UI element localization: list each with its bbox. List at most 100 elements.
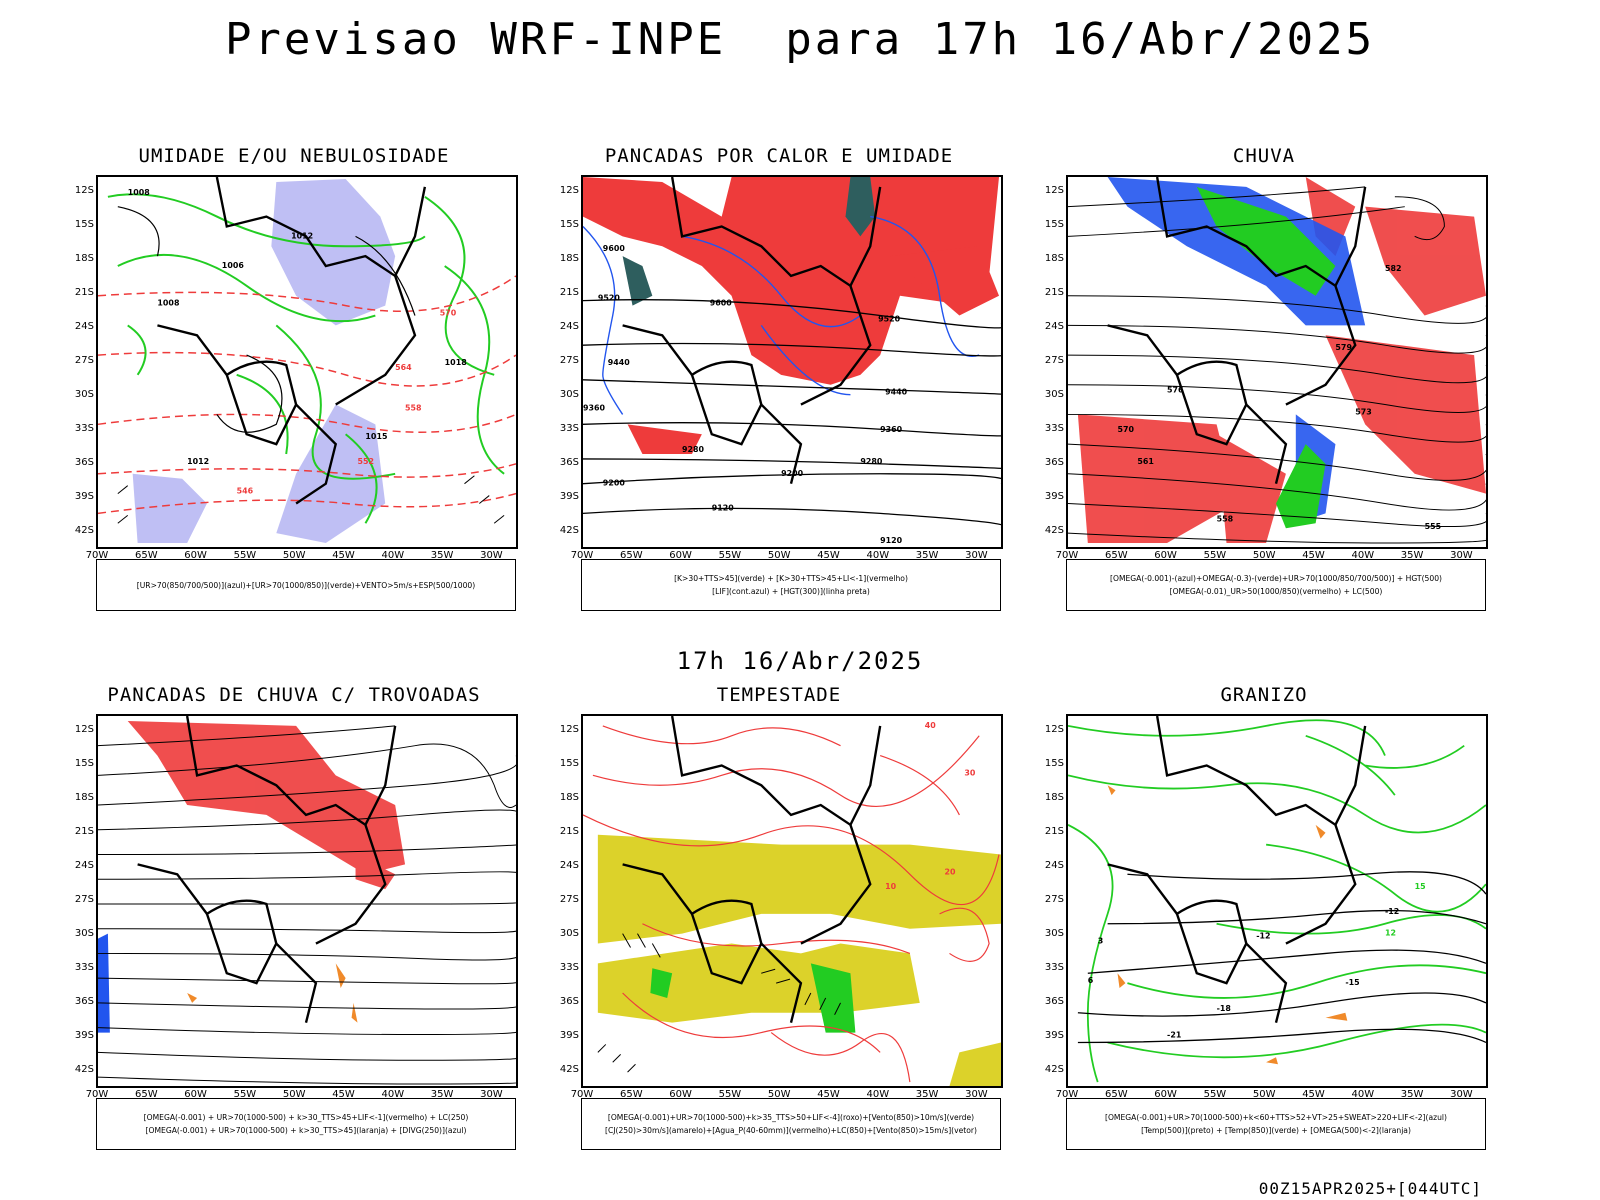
svg-text:576: 576: [1167, 386, 1184, 395]
lat-tick-label: 33S: [1044, 962, 1064, 973]
lat-tick-label: 39S: [74, 1030, 94, 1041]
lat-tick-label: 21S: [559, 826, 579, 837]
lat-tick-label: 12S: [1044, 724, 1064, 735]
contour-label: 1015: [365, 432, 387, 441]
lat-tick-label: 42S: [74, 525, 94, 536]
legend: [OMEGA(-0.001)-(azul)+OMEGA(-0.3)-(verde…: [1066, 559, 1486, 611]
lat-tick-label: 39S: [1044, 491, 1064, 502]
svg-text:570: 570: [1118, 425, 1135, 434]
svg-text:15: 15: [1415, 882, 1426, 891]
lon-tick-label: 45W: [817, 1089, 840, 1100]
country-borders: [157, 177, 427, 505]
lat-tick-label: 30S: [559, 928, 579, 939]
lon-tick-label: 35W: [1400, 1089, 1424, 1100]
map-rain: 582 579 576 573 570 561 558 555: [1066, 175, 1488, 549]
lon-tick-label: 40W: [866, 550, 890, 561]
lat-tick-label: 33S: [559, 962, 579, 973]
lat-tick-label: 15S: [74, 758, 94, 769]
lon-tick-label: 45W: [332, 1089, 355, 1100]
wind-vectors: [597, 933, 841, 1073]
lat-tick-label: 39S: [559, 1030, 579, 1041]
lon-tick-label: 65W: [619, 1089, 643, 1100]
lat-tick-label: 39S: [1044, 1030, 1064, 1041]
wind-green-area: [650, 963, 856, 1033]
svg-text:30: 30: [964, 768, 976, 777]
humidity-mid-area: [132, 178, 396, 544]
lat-tick-label: 42S: [559, 1064, 579, 1075]
lon-tick-label: 30W: [480, 550, 503, 561]
svg-text:-21: -21: [1167, 1031, 1181, 1040]
contour-labels: 9600 9520 9440 9360 9280 9200 9120 9600 …: [583, 244, 908, 545]
streamlines: [98, 725, 516, 1085]
contour-label: 1008: [157, 299, 180, 308]
lon-tick-label: 50W: [1252, 1089, 1276, 1100]
lat-tick-label: 42S: [1044, 1064, 1064, 1075]
lon-tick-label: 45W: [817, 550, 840, 561]
map-thunderstorm-showers: [96, 714, 518, 1088]
svg-text:552: 552: [358, 457, 375, 466]
svg-text:9280: 9280: [682, 445, 705, 454]
lat-tick-label: 42S: [559, 525, 579, 536]
lat-tick-label: 30S: [74, 928, 94, 939]
lon-tick-label: 55W: [233, 550, 257, 561]
lon-tick-label: 65W: [134, 550, 158, 561]
lon-tick-label: 65W: [1104, 1089, 1128, 1100]
run-timestamp: 00Z15APR2025+[044UTC]: [1258, 1179, 1482, 1198]
panel-pancadas-calor: PANCADAS POR CALOR E UMIDADE: [539, 145, 1019, 625]
panel-tempestade: TEMPESTADE: [539, 684, 1019, 1164]
lon-tick-label: 50W: [767, 550, 791, 561]
svg-text:9360: 9360: [880, 425, 903, 434]
lon-tick-label: 40W: [381, 550, 405, 561]
lon-tick-label: 70W: [570, 1089, 594, 1100]
main-title: Previsao WRF-INPE para 17h 16/Abr/2025: [224, 14, 1376, 65]
contour-label: 1012: [187, 457, 209, 466]
country-borders: [137, 716, 397, 1023]
lon-tick-label: 35W: [1400, 550, 1424, 561]
legend: [UR>70(850/700/500)](azul)+[UR>70(1000/8…: [96, 559, 516, 611]
legend-line: [OMEGA(-0.01)_UR>50(1000/850)(vermelho) …: [1169, 587, 1383, 596]
legend-line: [OMEGA(-0.001) + UR>70(1000-500) + k>30_…: [145, 1126, 467, 1135]
svg-text:-15: -15: [1345, 978, 1359, 987]
country-borders: [622, 177, 882, 484]
legend: [OMEGA(-0.001)+UR>70(1000-500)+k<60+TTS>…: [1066, 1098, 1486, 1150]
svg-text:9440: 9440: [608, 358, 631, 367]
lat-tick-label: 33S: [559, 423, 579, 434]
lat-tick-label: 24S: [1044, 321, 1064, 332]
panel-granizo: GRANIZO: [1024, 684, 1504, 1164]
lat-tick-label: 27S: [559, 894, 579, 905]
svg-text:9120: 9120: [712, 503, 735, 512]
lat-tick-label: 21S: [1044, 826, 1064, 837]
lon-tick-label: 70W: [85, 550, 109, 561]
lat-tick-label: 42S: [74, 1064, 94, 1075]
contour-label: 1012: [291, 231, 313, 240]
lon-tick-label: 40W: [866, 1089, 890, 1100]
lon-tick-label: 30W: [480, 1089, 503, 1100]
svg-text:9360: 9360: [583, 403, 606, 412]
svg-text:558: 558: [1217, 514, 1234, 523]
lon-tick-label: 60W: [1154, 1089, 1177, 1100]
lon-tick-label: 40W: [1351, 550, 1375, 561]
svg-text:40: 40: [925, 721, 937, 730]
lon-tick-label: 40W: [1351, 1089, 1375, 1100]
legend-line: [OMEGA(-0.001)+UR>70(1000-500)+k<60+TTS>…: [1104, 1113, 1447, 1122]
legend-line: [UR>70(850/700/500)](azul)+[UR>70(1000/8…: [136, 580, 476, 590]
lat-tick-label: 21S: [74, 826, 94, 837]
lat-tick-label: 33S: [1044, 423, 1064, 434]
lon-tick-label: 45W: [1302, 1089, 1325, 1100]
lat-tick-label: 18S: [559, 253, 579, 264]
legend-line: [Temp(500)](preto) + [Temp(850)](verde) …: [1141, 1126, 1411, 1135]
lat-tick-label: 36S: [74, 457, 94, 468]
lat-tick-label: 18S: [559, 792, 579, 803]
lon-tick-label: 30W: [1450, 1089, 1473, 1100]
svg-text:558: 558: [405, 403, 422, 412]
lat-tick-label: 27S: [1044, 355, 1064, 366]
map-heat-showers: 9600 9520 9440 9360 9280 9200 9120 9600 …: [581, 175, 1003, 549]
pressure-contours: [117, 206, 416, 433]
legend-line: [LIF](cont.azul) + [HGT(300)](linha pret…: [712, 587, 870, 596]
lat-tick-label: 36S: [559, 457, 579, 468]
lat-tick-label: 39S: [559, 491, 579, 502]
thickness-dashed: [98, 275, 516, 515]
omega-orange: [1107, 785, 1348, 1065]
panel-title: PANCADAS POR CALOR E UMIDADE: [604, 145, 954, 167]
map-humidity: 1008 1012 1006 1008 1018 1012 1015 570 5…: [96, 175, 518, 549]
